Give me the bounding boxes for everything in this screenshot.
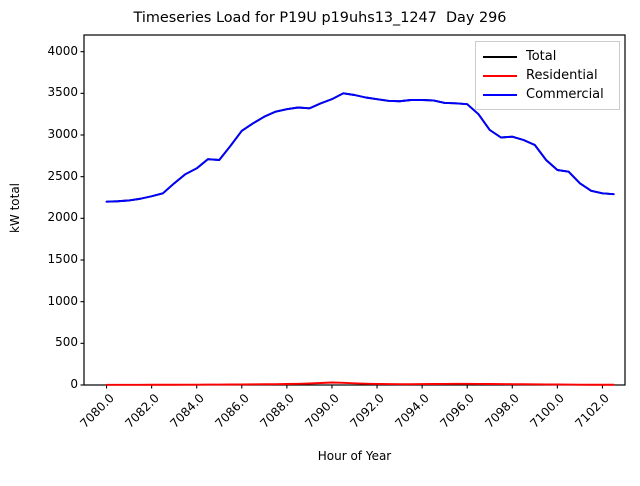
y-tick-label: 1000 [47,293,78,308]
legend-label: Residential [526,68,598,83]
y-tick-label: 4000 [47,43,78,58]
y-tick-label: 3500 [47,85,78,100]
y-tick-label: 0 [70,377,78,391]
y-tick-label: 1500 [47,252,78,266]
legend-label: Total [526,49,557,64]
y-axis-label: kW total [8,182,22,234]
chart-title: Timeseries Load for P19U p19uhs13_1247 D… [133,10,507,26]
series-line-residential [105,381,615,386]
y-tick-label: 3000 [47,127,78,141]
legend-item-total[interactable]: Total [483,47,612,66]
legend-item-residential[interactable]: Residential [483,66,612,85]
y-tick-label: 2000 [47,210,78,225]
plot-frame [83,34,626,386]
y-tick-label: 2500 [47,168,78,183]
chart-legend: Total Residential Commercial [475,41,620,110]
series-line-commercial [105,92,615,203]
legend-color-swatch [483,74,517,77]
legend-color-swatch [483,93,517,96]
y-tick-label: 500 [55,335,78,350]
legend-label: Commercial [526,87,604,102]
legend-color-swatch [483,55,517,58]
legend-item-commercial[interactable]: Commercial [483,85,612,104]
x-axis-label: Hour of Year [317,449,392,463]
